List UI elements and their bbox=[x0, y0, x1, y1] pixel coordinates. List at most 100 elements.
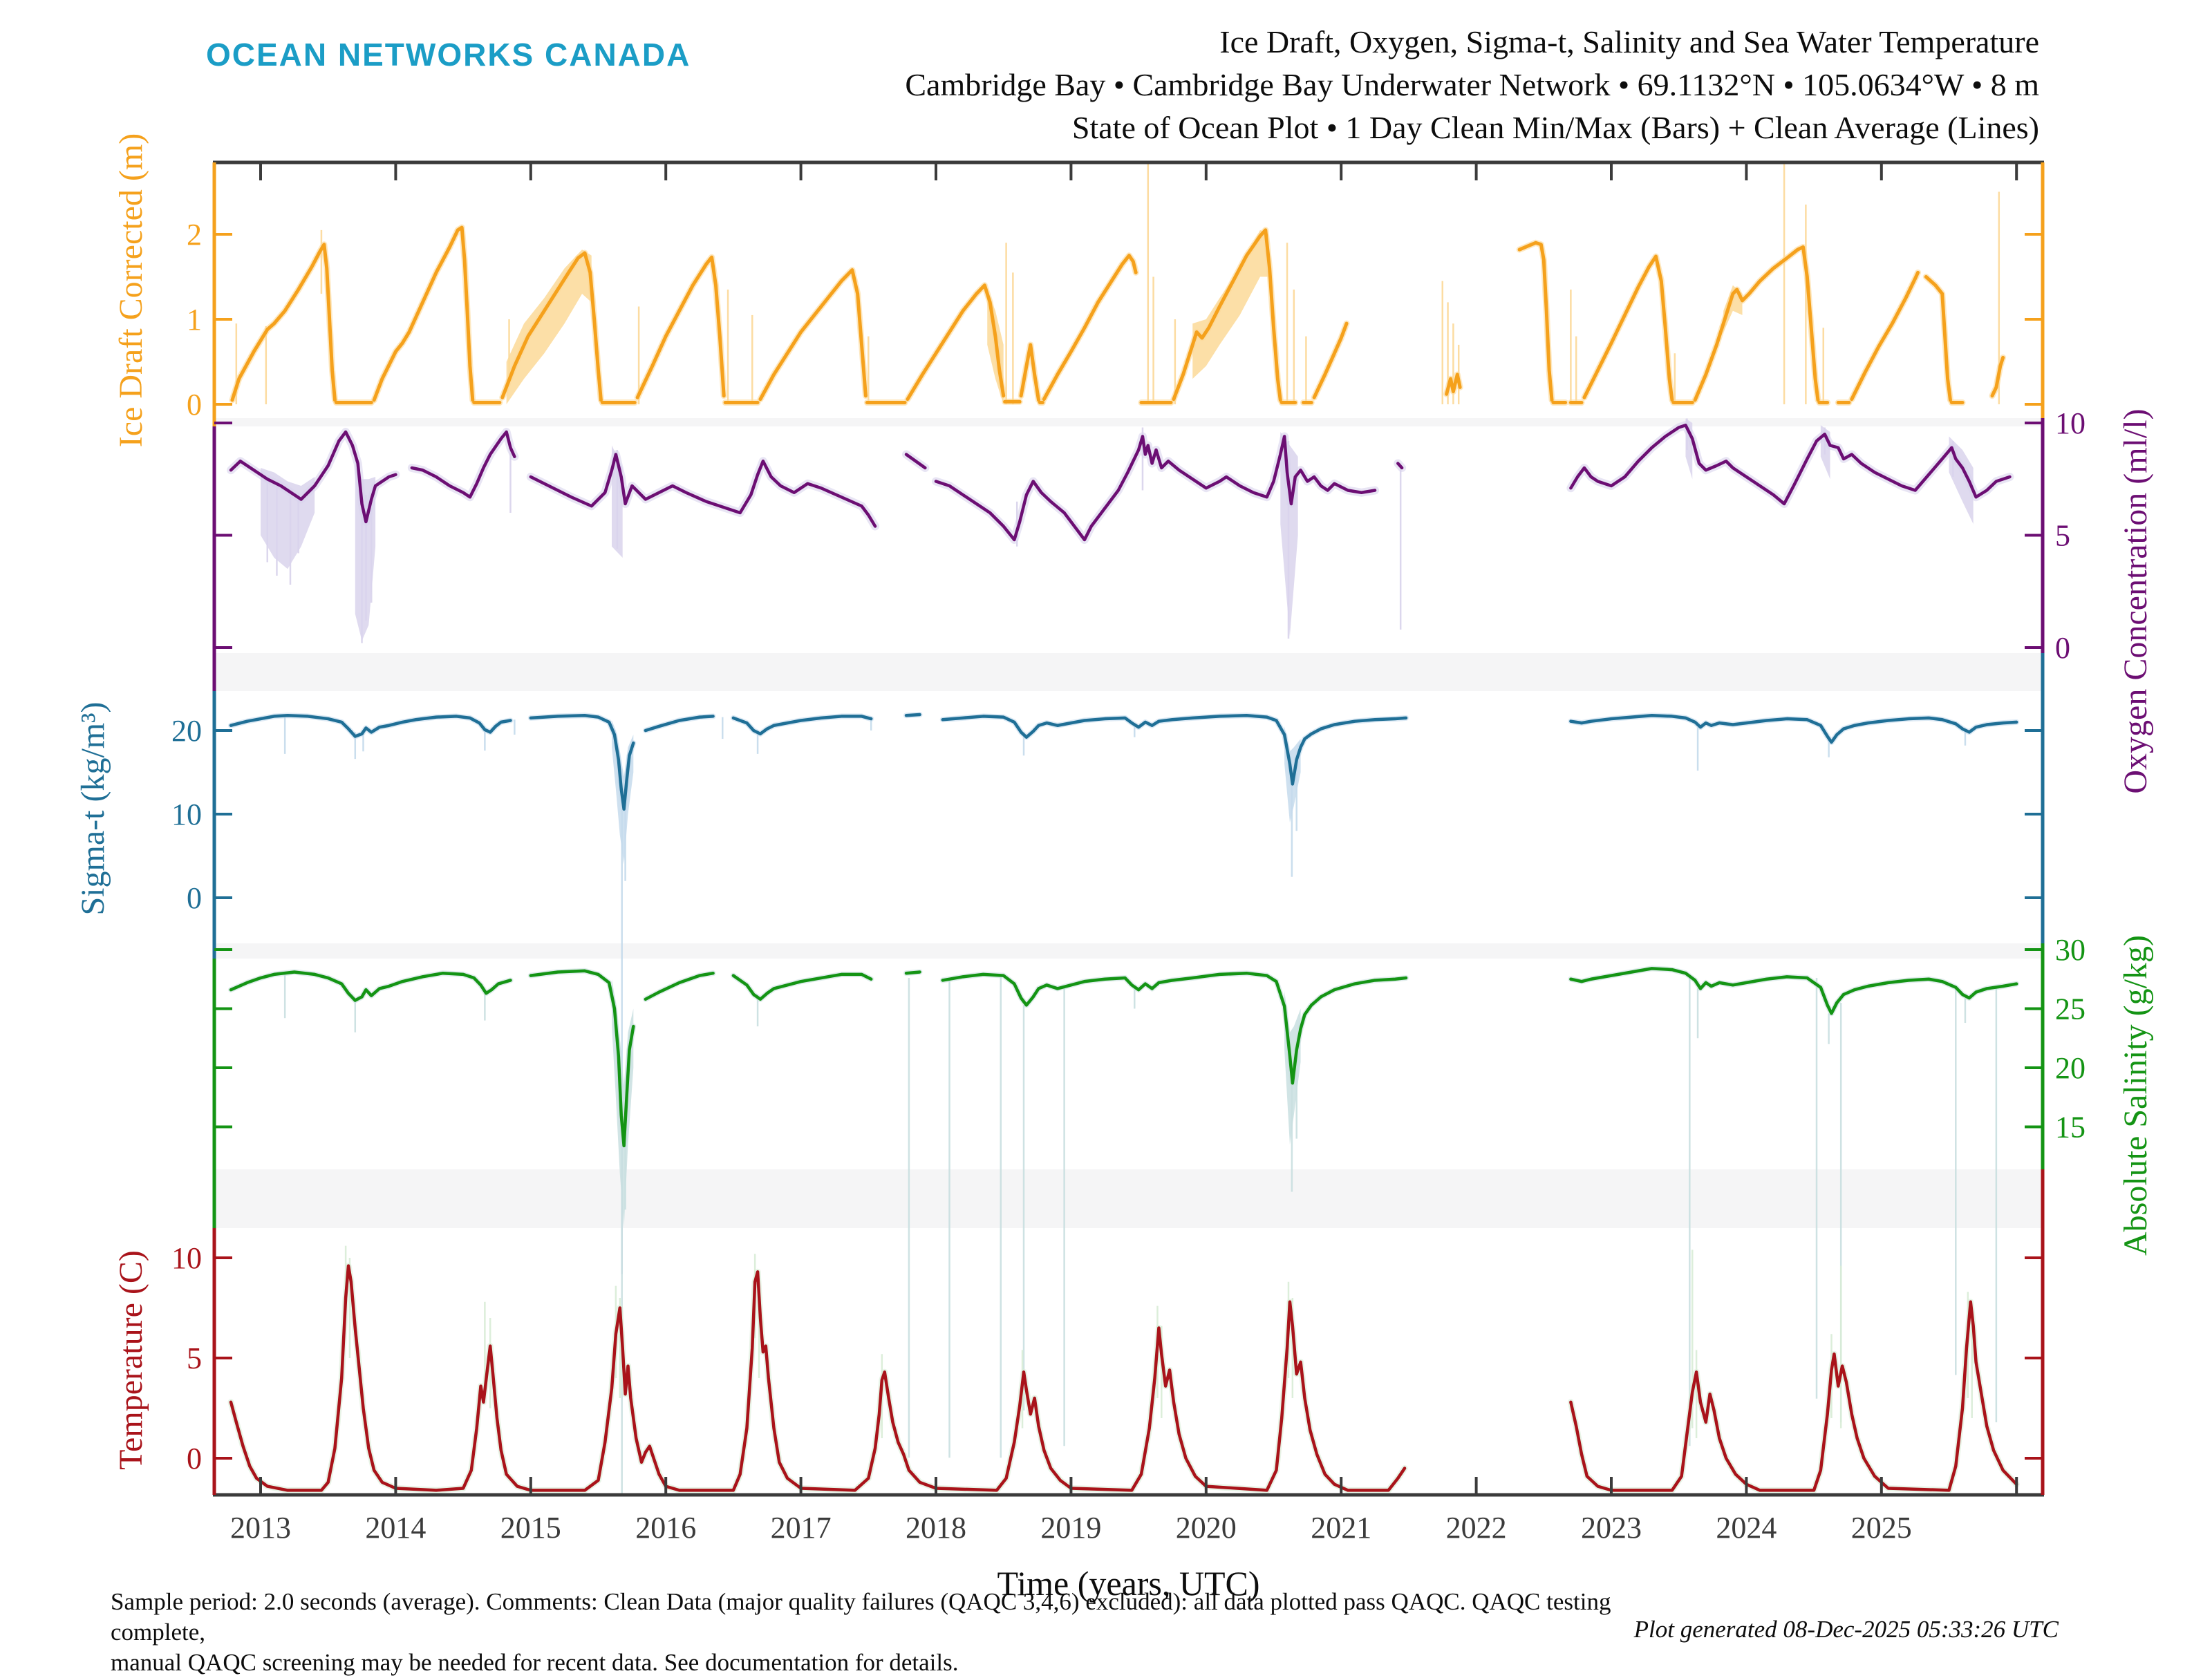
x-tick-label: 2015 bbox=[500, 1511, 561, 1545]
salinity-average-line bbox=[644, 971, 715, 1001]
ice_draft-tick-label: 1 bbox=[187, 303, 202, 337]
ice_draft-minmax-band bbox=[506, 249, 592, 404]
ice_draft-average-line bbox=[1582, 254, 1674, 402]
oxygen-average-line bbox=[229, 430, 397, 524]
salinity-tick-label: 20 bbox=[2055, 1051, 2086, 1085]
x-tick-label: 2022 bbox=[1446, 1511, 1507, 1545]
ice_draft-average-line bbox=[906, 283, 1006, 402]
salinity-average-line bbox=[529, 969, 635, 1148]
salinity-band-stroke bbox=[1568, 965, 2020, 1017]
x-tick-label: 2013 bbox=[230, 1511, 291, 1545]
ice_draft-average-line bbox=[500, 251, 603, 402]
oxygen-average-line bbox=[410, 430, 516, 499]
x-tick-label: 2020 bbox=[1176, 1511, 1237, 1545]
x-tick-label: 2018 bbox=[906, 1511, 966, 1545]
sigma_t-average-line bbox=[941, 713, 1408, 786]
plot-title: Ice Draft, Oxygen, Sigma-t, Salinity and… bbox=[905, 21, 2039, 149]
x-tick-label: 2021 bbox=[1311, 1511, 1371, 1545]
salinity-tick-label: 25 bbox=[2055, 992, 2086, 1026]
sigma_t-tick-label: 20 bbox=[171, 714, 202, 748]
ice_draft-average-line bbox=[1850, 270, 1920, 402]
x-tick-label: 2023 bbox=[1581, 1511, 1642, 1545]
onc-logo: OCEAN NETWORKS CANADA bbox=[206, 37, 691, 73]
oxygen-average-line bbox=[934, 435, 1377, 542]
ice_draft-tick-label: 0 bbox=[187, 388, 202, 422]
sigma_t-average-line bbox=[1569, 713, 2018, 744]
sigma_t-average-line bbox=[731, 715, 873, 736]
temperature-average-line bbox=[1569, 1300, 2018, 1492]
plot-generated-timestamp: Plot generated 08-Dec-2025 05:33:26 UTC bbox=[1633, 1616, 2059, 1643]
salinity-average-line bbox=[1569, 967, 2018, 1015]
title-line-3: State of Ocean Plot • 1 Day Clean Min/Ma… bbox=[1071, 110, 2039, 145]
oxygen-tick-label: 0 bbox=[2055, 631, 2070, 665]
temperature-band-stroke bbox=[227, 1263, 1408, 1493]
title-line-2: Cambridge Bay • Cambridge Bay Underwater… bbox=[905, 67, 2039, 102]
panel-tint bbox=[214, 418, 2043, 426]
salinity-tick-label: 30 bbox=[2055, 933, 2086, 967]
x-tick-label: 2014 bbox=[365, 1511, 426, 1545]
x-tick-label: 2017 bbox=[771, 1511, 832, 1545]
footer-comments: Sample period: 2.0 seconds (average). Co… bbox=[111, 1587, 1700, 1678]
sigma_t-average-line bbox=[529, 713, 635, 811]
ice_draft-average-line bbox=[1172, 228, 1282, 402]
ice_draft-axis-label: Ice Draft Corrected (m) bbox=[113, 133, 149, 447]
x-tick-label: 2019 bbox=[1040, 1511, 1101, 1545]
oxygen-average-line bbox=[1396, 462, 1404, 470]
ice_draft-average-line bbox=[1445, 373, 1462, 396]
ice_draft-average-line bbox=[1019, 343, 1041, 402]
oxygen-average-line bbox=[529, 453, 877, 528]
oxygen-minmax-band bbox=[261, 468, 315, 569]
salinity-axis-label: Absolute Salinity (g/kg) bbox=[2117, 935, 2154, 1256]
oxygen-tick-label: 10 bbox=[2055, 406, 2086, 440]
footer-line-1: Sample period: 2.0 seconds (average). Co… bbox=[111, 1588, 1611, 1646]
x-tick-label: 2016 bbox=[635, 1511, 696, 1545]
ice_draft-average-line bbox=[230, 243, 337, 402]
data-layer bbox=[227, 162, 2020, 1495]
ice_draft-band-stroke bbox=[757, 267, 869, 403]
x-axis-label: Time (years, UTC) bbox=[997, 1564, 1259, 1603]
oxygen-average-line bbox=[904, 453, 927, 470]
temperature-average-line bbox=[229, 1264, 1407, 1492]
ice_draft-average-line bbox=[1312, 321, 1349, 399]
x-tick-label: 2025 bbox=[1851, 1511, 1912, 1545]
sigma_t-average-line bbox=[644, 715, 715, 733]
ice_draft-average-line bbox=[1042, 254, 1138, 402]
ice_draft-tick-label: 2 bbox=[187, 218, 202, 252]
sigma_t-tick-label: 10 bbox=[171, 798, 202, 831]
ice_draft-average-line bbox=[1693, 245, 1820, 402]
salinity-average-line bbox=[904, 970, 921, 975]
panel-tint bbox=[214, 653, 2043, 691]
ice_draft-average-line bbox=[758, 268, 868, 402]
oxygen-tick-label: 5 bbox=[2055, 519, 2070, 553]
panel-tint bbox=[214, 1169, 2043, 1228]
temperature-tick-label: 10 bbox=[171, 1241, 202, 1275]
sigma_t-tick-label: 0 bbox=[187, 881, 202, 915]
ice_draft-average-line bbox=[1990, 355, 2005, 398]
ice_draft-average-line bbox=[1517, 241, 1554, 402]
salinity-tick-label: 15 bbox=[2055, 1111, 2086, 1144]
panel-tint bbox=[214, 943, 2043, 959]
title-line-1: Ice Draft, Oxygen, Sigma-t, Salinity and… bbox=[1219, 24, 2039, 59]
ice_draft-minmax-band bbox=[1192, 229, 1268, 379]
ice_draft-band-stroke bbox=[371, 224, 476, 404]
sigma_t-axis-label: Sigma-t (kg/m³) bbox=[75, 701, 111, 915]
temperature-axis-label: Temperature (C) bbox=[113, 1250, 149, 1470]
salinity-average-line bbox=[941, 971, 1408, 1085]
footer-line-2: manual QAQC screening may be needed for … bbox=[111, 1649, 959, 1676]
temperature-tick-label: 0 bbox=[187, 1442, 202, 1476]
ice_draft-average-line bbox=[372, 225, 475, 402]
salinity-average-line bbox=[229, 970, 512, 1002]
temperature-band-stroke bbox=[1567, 1299, 2020, 1493]
temperature-tick-label: 5 bbox=[187, 1341, 202, 1375]
ice_draft-average-line bbox=[635, 255, 726, 399]
oxygen-average-line bbox=[1569, 424, 2012, 506]
x-tick-label: 2024 bbox=[1716, 1511, 1777, 1545]
salinity-average-line bbox=[731, 972, 873, 1001]
ice_draft-average-line bbox=[1924, 275, 1952, 402]
ice_draft-band-stroke bbox=[1691, 243, 1821, 404]
ice_draft-band-stroke bbox=[229, 241, 338, 404]
oxygen-axis-label: Oxygen Concentration (ml/l) bbox=[2117, 408, 2154, 793]
ice_draft-band-stroke bbox=[634, 254, 727, 401]
